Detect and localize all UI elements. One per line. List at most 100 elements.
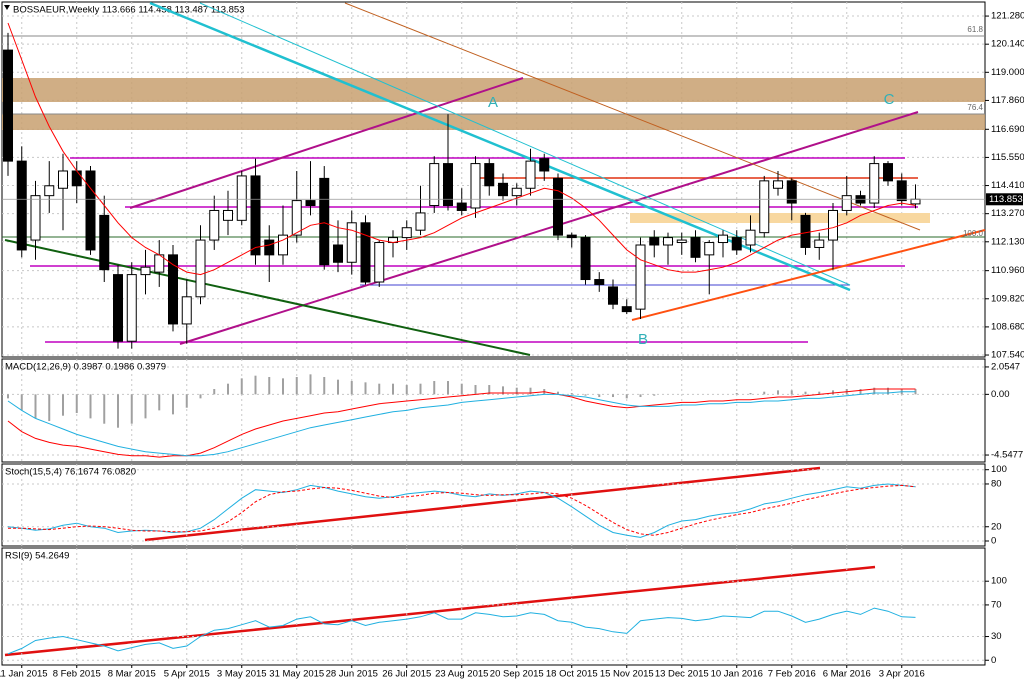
x-tick-label: 11 Jan 2015 xyxy=(0,669,48,680)
panel: 2.0547 0.00 -4.5477 MACD(12,26,9) 0.3987 0.… xyxy=(1,358,1023,463)
annotation: A xyxy=(488,94,498,111)
candle-body xyxy=(3,49,13,162)
x-tick-label: 6 Mar 2016 xyxy=(823,669,871,680)
y-tick-label: 120.140 xyxy=(991,39,1024,50)
candle-body xyxy=(333,244,343,263)
candle-body xyxy=(566,234,577,239)
panel-frame xyxy=(1,463,986,547)
candle-body xyxy=(511,187,522,197)
candle-body xyxy=(58,170,68,189)
y-tick-label: 2.0547 xyxy=(991,361,1020,372)
y-tick-label: 100 xyxy=(991,464,1007,475)
candle-body xyxy=(621,306,632,313)
candle-body xyxy=(635,244,646,310)
candle-body xyxy=(16,160,27,251)
candle-body xyxy=(553,177,563,236)
y-tick-label: 110.960 xyxy=(991,265,1024,276)
trend-line xyxy=(631,229,986,321)
candle-body xyxy=(305,200,316,207)
candle-body xyxy=(113,274,123,342)
candle-body xyxy=(869,163,880,204)
candle-body xyxy=(910,198,921,205)
candle-body xyxy=(181,296,192,325)
candle-body xyxy=(745,229,756,246)
candle-body xyxy=(539,158,550,172)
y-tick-label: 116.690 xyxy=(991,124,1024,135)
x-tick-label: 31 May 2015 xyxy=(269,669,324,680)
x-tick-label: 10 Jan 2016 xyxy=(711,669,763,680)
candle-body xyxy=(800,214,811,248)
candle-body xyxy=(374,242,385,283)
fib-label: 61.8 xyxy=(967,25,983,34)
x-tick-label: 3 May 2015 xyxy=(217,669,267,680)
candle-body xyxy=(594,279,605,285)
candle-body xyxy=(278,234,288,256)
candles: 113.853 xyxy=(2,22,1023,349)
panel: 100 70 30 0 RSI(9) 54.2649 xyxy=(1,547,1007,666)
annotation: C xyxy=(884,91,895,108)
candle-body xyxy=(759,180,770,234)
drawing-objects xyxy=(2,1,986,657)
y-tick-label: 0 xyxy=(991,536,996,547)
trend-line xyxy=(129,77,524,209)
candle-body xyxy=(663,237,673,246)
indicator-line xyxy=(7,388,916,458)
panel-frame xyxy=(1,1,986,358)
y-tick-label: 108.680 xyxy=(991,321,1024,332)
x-tick-label: 26 Jul 2015 xyxy=(382,669,431,680)
candle-body xyxy=(608,286,618,305)
candle-body xyxy=(195,239,206,298)
candle-body xyxy=(470,163,481,209)
indicator-line xyxy=(7,391,916,457)
candle-body xyxy=(429,163,440,207)
candle-body xyxy=(649,237,660,246)
candle-body xyxy=(731,237,742,251)
candle-body xyxy=(126,274,137,342)
candle-body xyxy=(525,160,536,189)
fib-label: 76.4 xyxy=(967,103,983,112)
candle-body xyxy=(71,170,82,187)
y-tick-label: 0.00 xyxy=(991,389,1010,400)
candle-body xyxy=(718,234,728,244)
y-tick-label: 113.270 xyxy=(991,208,1024,219)
candle-body xyxy=(209,209,220,241)
last-price-label: 113.853 xyxy=(989,194,1023,205)
panel-title: Stoch(15,5,4) 76.1674 76.0820 xyxy=(5,467,136,478)
y-tick-label: 109.820 xyxy=(991,293,1024,304)
y-tick-label: 107.540 xyxy=(991,350,1024,361)
panel: 100 80 20 0 Stoch(15,5,4) 76.1674 76.0820 xyxy=(1,463,1007,547)
candle-body xyxy=(883,163,893,182)
trend-line xyxy=(344,2,921,231)
trend-line xyxy=(4,239,531,356)
y-tick-label: 114.410 xyxy=(991,180,1024,191)
y-tick-label: 112.130 xyxy=(991,236,1024,247)
candle-body xyxy=(291,200,302,236)
candle-body xyxy=(415,212,426,231)
indicator-line xyxy=(8,484,916,536)
candle-body xyxy=(443,163,453,207)
candle-body xyxy=(896,180,907,202)
fib-zone xyxy=(630,213,930,223)
y-tick-label: 0 xyxy=(991,655,996,666)
candle-body xyxy=(168,254,178,325)
candle-body xyxy=(580,237,591,281)
trend-line xyxy=(144,466,821,542)
x-tick-label: 18 Oct 2015 xyxy=(546,669,598,680)
panel-title: MACD(12,26,9) 0.3987 0.1986 0.3979 xyxy=(5,362,166,373)
moving-average xyxy=(7,22,916,276)
y-tick-label: -4.5477 xyxy=(991,450,1023,461)
candle-body xyxy=(319,177,330,266)
title-icon xyxy=(4,5,10,10)
candle-body xyxy=(814,239,825,248)
y-tick-label: 121.280 xyxy=(991,11,1024,22)
candle-body xyxy=(841,195,852,211)
y-tick-label: 20 xyxy=(991,521,1002,532)
candle-body xyxy=(704,242,715,256)
candle-body xyxy=(223,209,233,221)
last-price-box xyxy=(986,193,1023,206)
annotation: B xyxy=(638,331,648,348)
candle-body xyxy=(30,195,41,241)
candle-body xyxy=(140,266,151,276)
candle-body xyxy=(773,180,783,189)
y-tick-label: 30 xyxy=(991,631,1002,642)
